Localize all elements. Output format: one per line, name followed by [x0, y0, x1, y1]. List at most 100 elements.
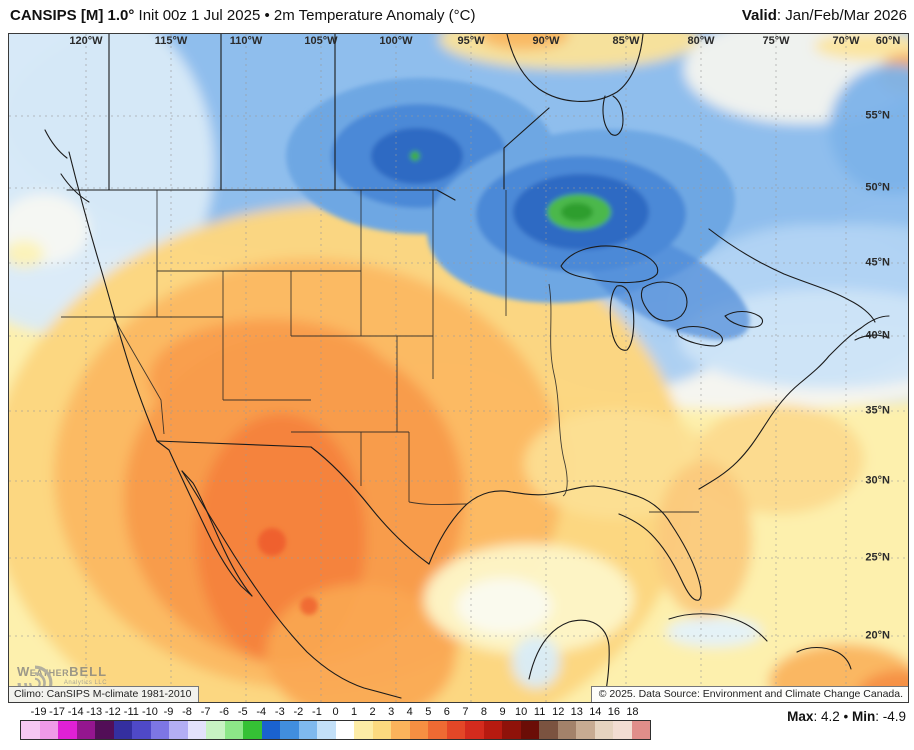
colorbar-tick: 6: [443, 706, 450, 718]
lon-label: 95°W: [457, 35, 485, 47]
colorbar-tick: 10: [514, 706, 528, 718]
colorbar-cell: [576, 721, 595, 739]
lon-label: 60°N: [875, 35, 901, 47]
colorbar-tick: -4: [256, 706, 267, 718]
colorbar-cell: [465, 721, 484, 739]
logo-brand-text: WeatherBELL: [17, 664, 108, 679]
colorbar-cell: [391, 721, 410, 739]
lat-label: 50°N: [865, 181, 890, 194]
colorbar-tick: -8: [182, 706, 192, 718]
colorbar-cell: [354, 721, 373, 739]
lon-label: 75°W: [762, 35, 790, 47]
colorbar-cell: [132, 721, 151, 739]
colorbar-cell: [206, 721, 225, 739]
lat-label: 25°N: [865, 551, 890, 564]
colorbar-cell: [113, 721, 132, 739]
colorbar-tick: 7: [462, 706, 469, 718]
lat-label: 20°N: [865, 629, 890, 642]
colorbar-cell: [58, 721, 77, 739]
lon-label: 85°W: [612, 35, 640, 47]
colorbar-cell: [317, 721, 336, 739]
colorbar-tick: 14: [589, 706, 602, 718]
lon-label: 110°W: [229, 35, 263, 47]
colorbar-cell: [428, 721, 447, 739]
valid-time: Valid: Jan/Feb/Mar 2026: [741, 7, 907, 24]
header-bar: CANSIPS [M] 1.0° Init 00z 1 Jul 2025 • 2…: [0, 0, 914, 32]
colorbar-cell: [539, 721, 558, 739]
lon-label: 80°W: [687, 35, 715, 47]
colorbar-cell: [335, 721, 354, 739]
colorbar-tick: 1: [350, 706, 358, 718]
colorbar-tick-labels: -19 -17 -14 -13 -12 -11 -10 -9 -8 -7 -6 -5 -4 -3 -2 -1 0…: [20, 705, 651, 720]
colorbar-tick: -9: [163, 706, 174, 718]
colorbar-cell: [631, 721, 650, 739]
colorbar-tick: -3: [274, 706, 285, 718]
lon-label: 90°W: [532, 35, 560, 47]
colorbar-cell: [409, 721, 428, 739]
colorbar-tick: 8: [480, 706, 488, 718]
colorbar-tick: 13: [570, 706, 583, 718]
colorbar-tick: 12: [552, 706, 565, 718]
colorbar-tick: -5: [237, 706, 248, 718]
colorbar-cell: [557, 721, 576, 739]
colorbar-swatches: [20, 720, 651, 740]
colorbar-tick: -2: [293, 706, 304, 718]
colorbar-cell: [372, 721, 391, 739]
colorbar-cell: [39, 721, 58, 739]
logo-subtitle: Analytics LLC: [63, 680, 108, 686]
lon-label: 115°W: [154, 35, 188, 47]
lon-label: 70°W: [832, 35, 860, 47]
colorbar-cell: [150, 721, 169, 739]
colorbar-cell: [594, 721, 613, 739]
colorbar-cell: [446, 721, 465, 739]
colorbar-cell: [613, 721, 632, 739]
colorbar-cell: [520, 721, 539, 739]
colorbar-cell: [76, 721, 95, 739]
colorbar-tick: 5: [425, 706, 432, 718]
model-name: CANSIPS [M] 1.0°: [10, 7, 135, 24]
lat-label: 35°N: [865, 404, 890, 417]
model-run-info: Init 00z 1 Jul 2025 • 2m Temperature Ano…: [138, 7, 476, 24]
colorbar-tick: -1: [312, 706, 322, 718]
lat-label: 55°N: [865, 109, 890, 122]
colorbar-tick: -6: [219, 706, 230, 718]
colorbar-cell: [21, 721, 40, 739]
colorbar-tick: -11: [123, 706, 139, 718]
colorbar-tick: -7: [200, 706, 211, 718]
lon-label: 100°W: [379, 35, 413, 47]
colorbar-cell: [298, 721, 317, 739]
copyright-note: © 2025. Data Source: Environment and Cli…: [590, 686, 908, 702]
lat-label: 45°N: [865, 256, 890, 269]
colorbar-tick: 3: [388, 706, 395, 718]
colorbar-tick: -12: [104, 706, 121, 718]
colorbar-tick: -14: [67, 706, 84, 718]
colorbar-cell: [280, 721, 299, 739]
colorbar-cell: [483, 721, 502, 739]
colorbar-cell: [169, 721, 188, 739]
max-value: 4.2: [820, 709, 840, 724]
min-value: -4.9: [882, 709, 906, 724]
colorbar-tick: 9: [499, 706, 506, 718]
colorbar-cell: [261, 721, 280, 739]
colorbar-cell: [224, 721, 243, 739]
climo-note: Climo: CanSIPS M-climate 1981-2010: [9, 686, 200, 702]
colorbar-tick: 4: [406, 706, 413, 718]
page-title: CANSIPS [M] 1.0° Init 00z 1 Jul 2025 • 2…: [10, 7, 476, 24]
colorbar-tick: -17: [49, 706, 66, 718]
weather-map: 120°W 115°W 110°W 105°W 100°W 95°W 90°W 85°W 80°…: [8, 33, 909, 703]
colorbar-cell: [95, 721, 114, 739]
lon-label: 120°W: [69, 35, 103, 47]
anomaly-shading: [9, 34, 908, 702]
coastlines-borders: [44, 34, 890, 699]
colorbar: -19 -17 -14 -13 -12 -11 -10 -9 -8 -7 -6 -5 -4 -3 -2 -1 0…: [20, 705, 651, 740]
colorbar-tick: 16: [607, 706, 620, 718]
colorbar-tick: 18: [626, 706, 639, 718]
weatherbell-logo: WeatherBELL Analytics LLC: [17, 664, 108, 701]
colorbar-tick: -13: [86, 706, 103, 718]
colorbar-tick: -19: [30, 706, 47, 718]
colorbar-tick: 2: [369, 706, 376, 718]
colorbar-cell: [502, 721, 521, 739]
lon-label: 105°W: [304, 35, 338, 47]
colorbar-cell: [243, 721, 262, 739]
colorbar-tick: -10: [141, 706, 158, 718]
